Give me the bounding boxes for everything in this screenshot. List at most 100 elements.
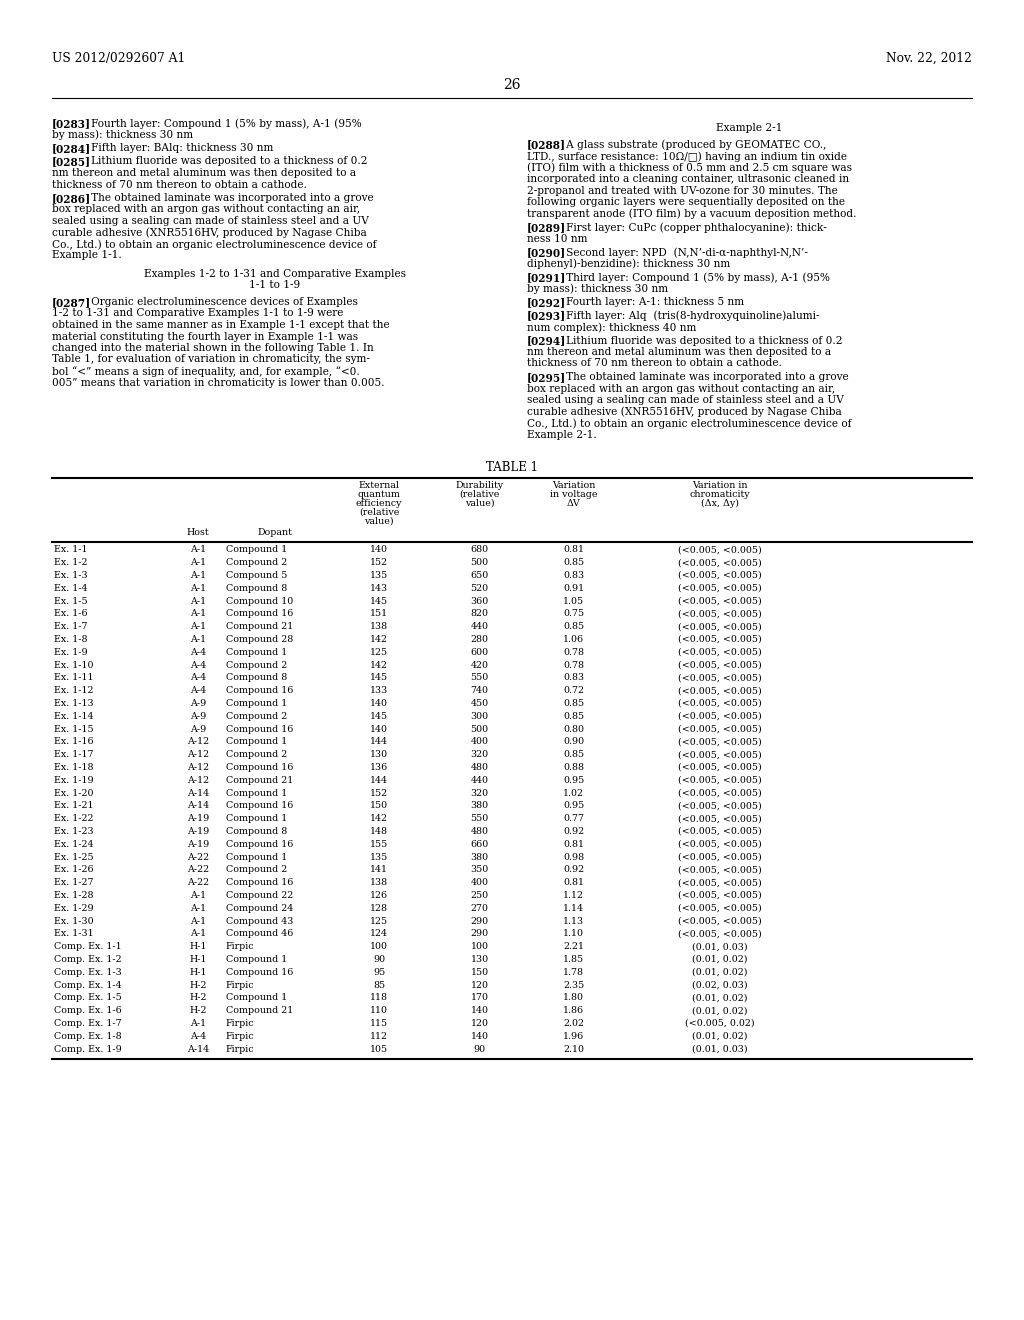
Text: Durability: Durability [456,480,504,490]
Text: 148: 148 [370,828,388,836]
Text: (<0.005, <0.005): (<0.005, <0.005) [678,686,762,696]
Text: Compound 2: Compound 2 [226,750,288,759]
Text: External: External [358,480,399,490]
Text: A-1: A-1 [189,610,206,618]
Text: 0.95: 0.95 [563,776,584,785]
Text: Compound 16: Compound 16 [226,801,293,810]
Text: A-14: A-14 [187,1044,209,1053]
Text: sealed using a sealing can made of stainless steel and a UV: sealed using a sealing can made of stain… [527,395,844,405]
Text: [0294]: [0294] [527,335,566,346]
Text: 1.96: 1.96 [563,1032,584,1040]
Text: Compound 46: Compound 46 [226,929,293,939]
Text: 145: 145 [370,597,388,606]
Text: num complex): thickness 40 nm: num complex): thickness 40 nm [527,322,696,333]
Text: Compound 8: Compound 8 [226,828,288,836]
Text: 290: 290 [470,916,488,925]
Text: 138: 138 [370,878,388,887]
Text: (relative: (relative [358,507,399,516]
Text: 0.85: 0.85 [563,711,584,721]
Text: 0.81: 0.81 [563,545,584,554]
Text: 126: 126 [370,891,388,900]
Text: 0.90: 0.90 [563,738,584,746]
Text: Comp. Ex. 1-1: Comp. Ex. 1-1 [54,942,122,952]
Text: Compound 21: Compound 21 [226,1006,293,1015]
Text: Fifth layer: BAlq: thickness 30 nm: Fifth layer: BAlq: thickness 30 nm [81,143,273,153]
Text: (ITO) film with a thickness of 0.5 mm and 2.5 cm square was: (ITO) film with a thickness of 0.5 mm an… [527,162,852,173]
Text: 140: 140 [370,545,388,554]
Text: Compound 16: Compound 16 [226,725,293,734]
Text: H-1: H-1 [189,968,207,977]
Text: curable adhesive (XNR5516HV, produced by Nagase Chiba: curable adhesive (XNR5516HV, produced by… [527,407,842,417]
Text: 500: 500 [470,725,488,734]
Text: A-1: A-1 [189,929,206,939]
Text: Ex. 1-28: Ex. 1-28 [54,891,93,900]
Text: following organic layers were sequentially deposited on the: following organic layers were sequential… [527,197,845,207]
Text: Ex. 1-1: Ex. 1-1 [54,545,87,554]
Text: 1.14: 1.14 [563,904,584,913]
Text: Compound 1: Compound 1 [226,814,288,824]
Text: 135: 135 [370,572,388,579]
Text: Compound 16: Compound 16 [226,686,293,696]
Text: 155: 155 [370,840,388,849]
Text: (<0.005, <0.005): (<0.005, <0.005) [678,904,762,913]
Text: 0.72: 0.72 [563,686,584,696]
Text: Ex. 1-23: Ex. 1-23 [54,828,93,836]
Text: 130: 130 [470,954,488,964]
Text: 1.05: 1.05 [563,597,584,606]
Text: A-12: A-12 [187,763,209,772]
Text: Third layer: Compound 1 (5% by mass), A-1 (95%: Third layer: Compound 1 (5% by mass), A-… [556,272,830,282]
Text: 660: 660 [470,840,488,849]
Text: quantum: quantum [357,490,400,499]
Text: Compound 5: Compound 5 [226,572,288,579]
Text: 250: 250 [470,891,488,900]
Text: A-1: A-1 [189,622,206,631]
Text: 1.10: 1.10 [563,929,584,939]
Text: (Δx, Δy): (Δx, Δy) [701,499,739,508]
Text: (0.01, 0.03): (0.01, 0.03) [692,942,748,952]
Text: Ex. 1-10: Ex. 1-10 [54,660,93,669]
Text: A-14: A-14 [187,788,209,797]
Text: Ex. 1-17: Ex. 1-17 [54,750,93,759]
Text: (<0.005, <0.005): (<0.005, <0.005) [678,673,762,682]
Text: 0.78: 0.78 [563,648,584,657]
Text: 480: 480 [470,763,488,772]
Text: 144: 144 [370,738,388,746]
Text: 112: 112 [370,1032,388,1040]
Text: Example 1-1.: Example 1-1. [52,251,122,260]
Text: Firpic: Firpic [226,1019,255,1028]
Text: Compound 16: Compound 16 [226,763,293,772]
Text: 152: 152 [370,558,388,568]
Text: A-1: A-1 [189,583,206,593]
Text: H-2: H-2 [189,981,207,990]
Text: (<0.005, <0.005): (<0.005, <0.005) [678,660,762,669]
Text: 1-2 to 1-31 and Comparative Examples 1-1 to 1-9 were: 1-2 to 1-31 and Comparative Examples 1-1… [52,309,343,318]
Text: Ex. 1-27: Ex. 1-27 [54,878,93,887]
Text: Comp. Ex. 1-6: Comp. Ex. 1-6 [54,1006,122,1015]
Text: 1-1 to 1-9: 1-1 to 1-9 [249,281,300,290]
Text: 133: 133 [370,686,388,696]
Text: Ex. 1-13: Ex. 1-13 [54,700,93,708]
Text: A-4: A-4 [189,673,206,682]
Text: obtained in the same manner as in Example 1-1 except that the: obtained in the same manner as in Exampl… [52,319,389,330]
Text: [0292]: [0292] [527,297,566,308]
Text: [0289]: [0289] [527,222,566,234]
Text: 0.80: 0.80 [563,725,584,734]
Text: [0284]: [0284] [52,143,91,154]
Text: Compound 43: Compound 43 [226,916,293,925]
Text: Second layer: NPD  (N,N’-di-α-naphthyl-N,N’-: Second layer: NPD (N,N’-di-α-naphthyl-N,… [556,247,808,257]
Text: [0283]: [0283] [52,117,91,129]
Text: Ex. 1-29: Ex. 1-29 [54,904,93,913]
Text: Ex. 1-21: Ex. 1-21 [54,801,93,810]
Text: Ex. 1-16: Ex. 1-16 [54,738,93,746]
Text: 145: 145 [370,673,388,682]
Text: 105: 105 [370,1044,388,1053]
Text: A-12: A-12 [187,776,209,785]
Text: 1.02: 1.02 [563,788,584,797]
Text: Organic electroluminescence devices of Examples: Organic electroluminescence devices of E… [81,297,358,308]
Text: 170: 170 [470,994,488,1002]
Text: Firpic: Firpic [226,1044,255,1053]
Text: (<0.005, <0.005): (<0.005, <0.005) [678,916,762,925]
Text: Comp. Ex. 1-4: Comp. Ex. 1-4 [54,981,122,990]
Text: 0.92: 0.92 [563,828,584,836]
Text: ΔV: ΔV [566,499,581,508]
